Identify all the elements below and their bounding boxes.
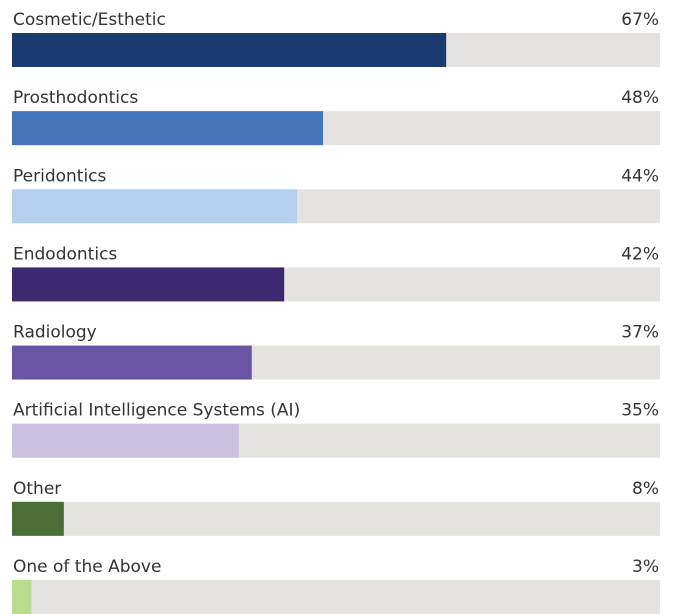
bar: [12, 579, 32, 614]
category-label: Endodontics: [13, 244, 117, 264]
category-label: One of the Above: [13, 557, 161, 577]
bar-track: [12, 579, 660, 614]
value-label: 42%: [621, 244, 659, 264]
value-label: 44%: [621, 166, 659, 186]
bar: [12, 423, 239, 458]
category-label: Prosthodontics: [13, 88, 138, 108]
bar: [12, 111, 324, 146]
value-label: 3%: [632, 557, 659, 577]
value-label: 37%: [621, 323, 659, 343]
value-label: 48%: [621, 88, 659, 108]
value-label: 67%: [621, 10, 659, 30]
category-label: Peridontics: [13, 166, 107, 186]
value-label: 35%: [621, 401, 659, 421]
bar: [12, 189, 298, 224]
bar: [12, 33, 447, 67]
value-label: 8%: [632, 479, 659, 499]
bar-track: [12, 501, 660, 536]
category-label: Radiology: [13, 323, 97, 343]
category-label: Cosmetic/Esthetic: [13, 10, 166, 30]
category-label: Artificial Intelligence Systems (AI): [13, 401, 300, 421]
bar: [12, 345, 252, 380]
category-label: Other: [13, 479, 61, 499]
bar: [12, 267, 285, 302]
bar: [12, 501, 64, 536]
